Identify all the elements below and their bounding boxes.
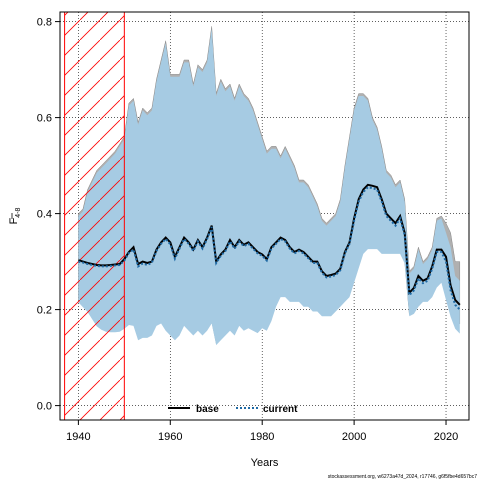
y-tick-label-4: 0.8 [37, 17, 52, 29]
y-axis-title-main: F [8, 217, 20, 224]
y-axis-title: F4-8 [8, 207, 22, 224]
y-tick-label-0: 0.0 [37, 401, 52, 413]
footnote: stockassessment.org, w6273a47d_2024, r17… [328, 474, 477, 480]
legend: base current [168, 404, 298, 415]
x-axis-title: Years [251, 457, 279, 469]
hatched-region-group [64, 12, 125, 420]
confidence-band-current [78, 28, 460, 346]
series-lines [78, 183, 461, 311]
y-tick-label-3: 0.6 [37, 113, 52, 125]
axes: 1940 1960 1980 2000 2020 0.0 0.2 0.4 0.6 0.8 [37, 17, 459, 443]
y-tick-label-1: 0.2 [37, 305, 52, 317]
confidence-bands [78, 26, 461, 346]
x-tick-label-2: 1980 [250, 431, 274, 443]
x-tick-label-1: 1960 [158, 431, 182, 443]
hatched-region [64, 12, 125, 420]
legend-label-base: base [196, 404, 219, 415]
series-line-current [78, 186, 461, 311]
x-tick-label-3: 2000 [342, 431, 366, 443]
y-axis-title-sub: 4-8 [15, 207, 22, 217]
svg-text:F4-8: F4-8 [8, 207, 22, 224]
x-tick-label-4: 2020 [434, 431, 458, 443]
y-tick-label-2: 0.4 [37, 209, 52, 221]
plot-frame [59, 11, 470, 421]
legend-label-current: current [263, 404, 298, 415]
x-tick-label-0: 1940 [66, 431, 90, 443]
